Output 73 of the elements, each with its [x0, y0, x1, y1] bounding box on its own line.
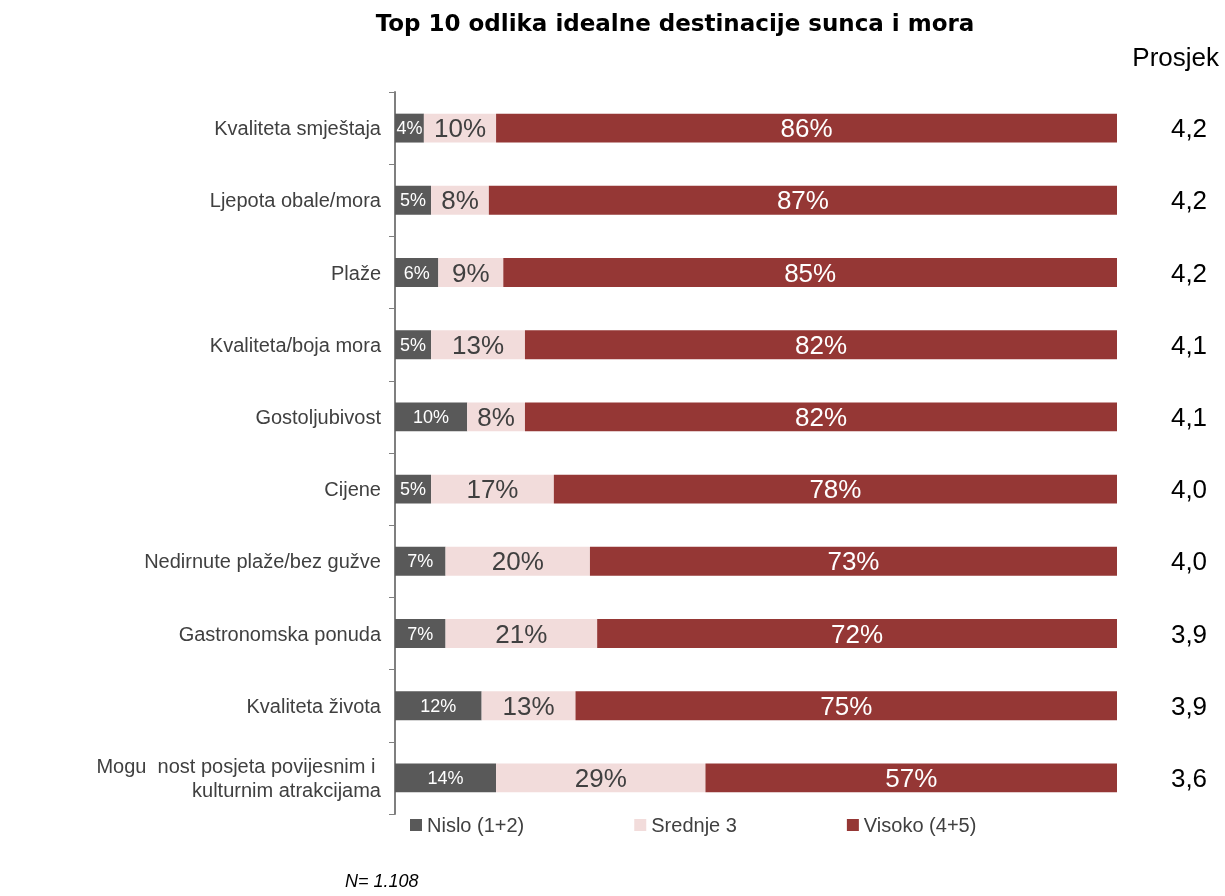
bar — [395, 763, 497, 793]
y-tick-label: Kvaliteta života — [246, 694, 382, 717]
bar — [496, 763, 706, 793]
data-label: 85% — [784, 257, 837, 288]
data-label: 73% — [827, 546, 880, 577]
text: Prosjek — [1132, 42, 1220, 72]
data-label: 6% — [403, 262, 430, 283]
bar — [496, 113, 1117, 143]
bar — [705, 763, 1117, 793]
text: 4,1 — [1170, 329, 1208, 360]
y-tick-label: Gastronomska ponuda — [178, 622, 382, 645]
data-label: 10% — [433, 113, 486, 144]
y-tick-label: Cijene — [324, 478, 381, 501]
bar — [488, 185, 1117, 215]
data-label: 82% — [794, 329, 847, 360]
text: 3,9 — [1170, 690, 1208, 721]
text: 3,9 — [1170, 618, 1208, 649]
data-label: 8% — [477, 401, 515, 432]
text: 3,6 — [1170, 762, 1208, 793]
chart-title: Top 10 odlika idealne destinacije sunca i mora — [375, 9, 975, 36]
data-label: 9% — [452, 257, 490, 288]
data-label: 5% — [400, 479, 427, 500]
data-label: 82% — [794, 401, 847, 432]
legend-label: Srednje 3 — [651, 814, 737, 836]
text: 4,0 — [1170, 546, 1208, 577]
text: N= 1.108 — [345, 871, 419, 891]
bar — [553, 474, 1117, 504]
bar — [431, 474, 554, 504]
y-tick-label: Nedirnute plaže/bez gužve — [144, 550, 381, 573]
data-label: 21% — [495, 618, 548, 649]
text: 4,2 — [1170, 113, 1208, 144]
bar — [395, 619, 446, 648]
bar — [395, 546, 446, 576]
data-label: 86% — [780, 113, 833, 144]
text: 4,2 — [1170, 257, 1208, 288]
y-tick-label: Kvaliteta/boja mora — [209, 333, 382, 356]
data-label: 7% — [407, 551, 434, 572]
data-label: 29% — [574, 762, 627, 793]
data-label: 14% — [427, 767, 464, 788]
data-label: 17% — [466, 474, 519, 505]
bar — [445, 619, 598, 648]
y-tick-label: Kvaliteta smještaja — [214, 117, 382, 140]
data-label: 13% — [452, 329, 505, 360]
legend-label: Nislo (1+2) — [427, 814, 525, 836]
bar — [597, 619, 1117, 648]
data-label: 78% — [809, 474, 862, 505]
data-label: 75% — [820, 690, 873, 721]
bar — [575, 691, 1117, 721]
data-label: 4% — [396, 118, 423, 139]
text: 4,2 — [1170, 185, 1208, 216]
data-label: 10% — [413, 406, 450, 427]
data-label: 5% — [400, 190, 427, 211]
data-label: 7% — [407, 623, 434, 644]
text: 4,1 — [1170, 401, 1208, 432]
bar — [524, 330, 1117, 360]
y-tick-label: Plaže — [330, 261, 381, 284]
data-label: 57% — [885, 762, 938, 793]
text: 4,0 — [1170, 474, 1208, 505]
data-label: 72% — [831, 618, 884, 649]
data-label: 20% — [491, 546, 544, 577]
y-tick-label: Gostoljubivost — [255, 405, 382, 428]
bar — [503, 258, 1117, 287]
legend-label: Visoko (4+5) — [863, 814, 977, 836]
y-tick-label: Mogu nost posjeta povijesnim i kulturnim atrakcijama — [96, 754, 382, 801]
y-tick-label: Ljepota obale/mora — [209, 189, 382, 212]
data-label: 12% — [420, 695, 457, 716]
bar — [395, 691, 482, 721]
data-label: 87% — [776, 185, 829, 216]
data-label: 8% — [441, 185, 479, 216]
data-label: 13% — [502, 690, 555, 721]
bar — [589, 546, 1117, 576]
bar — [524, 402, 1117, 432]
data-label: 5% — [400, 334, 427, 355]
